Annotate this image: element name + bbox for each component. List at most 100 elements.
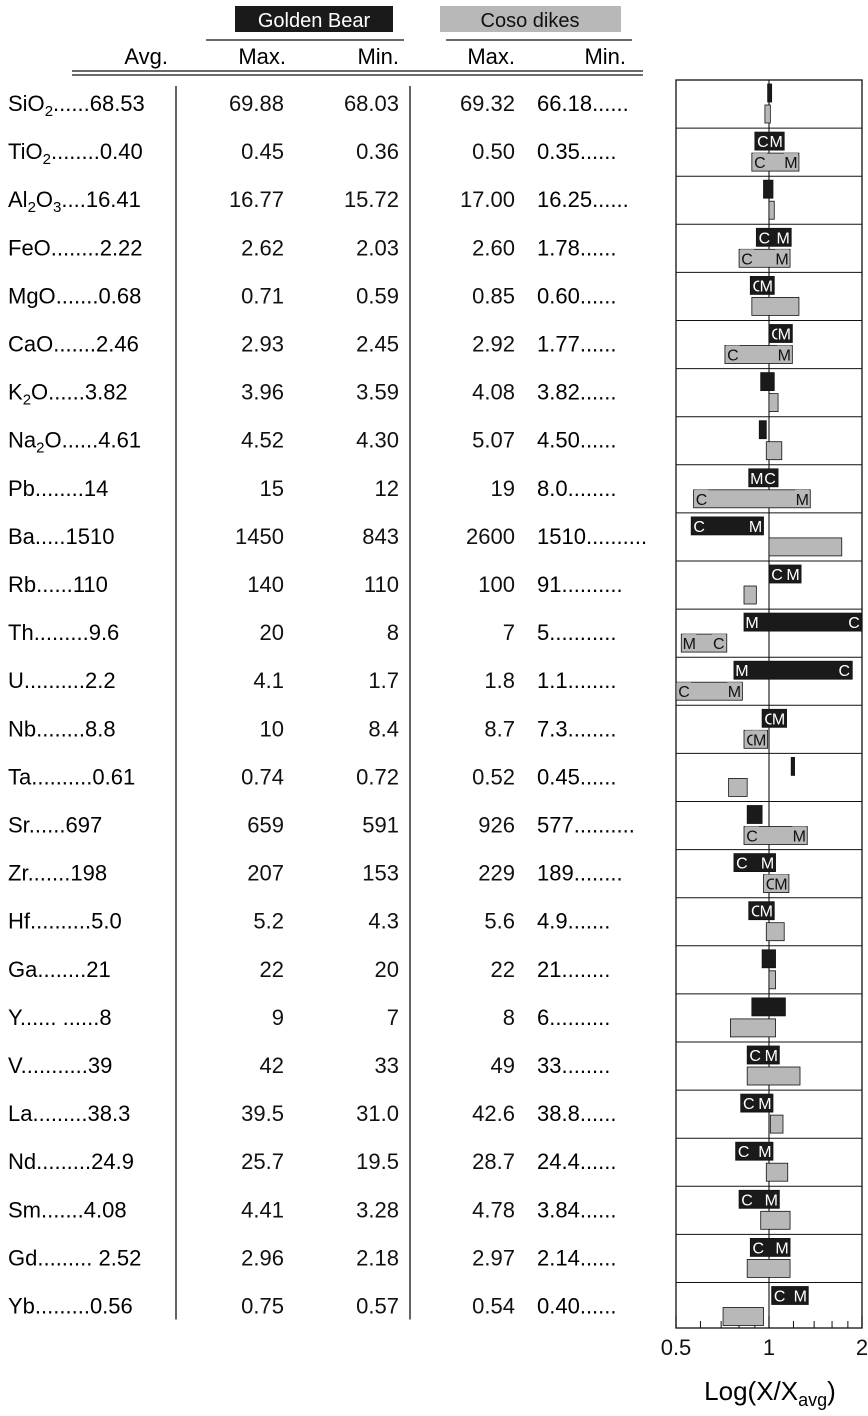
golden-bear-min-value: 4.3 [368,909,399,934]
leader-dots: .......... [549,1005,610,1030]
element-name-tail: O [31,380,48,405]
bar-marker-bg [682,634,697,652]
bar-marker-c: C [771,567,783,584]
bar-marker-m: M [793,829,806,846]
element-name: Ba [8,524,36,549]
coso-dikes-bar [675,681,743,701]
leader-dots: ...... [580,332,617,357]
avg-value: 14 [84,476,108,501]
leader-dots: ...... [580,283,617,308]
golden-bear-min-value: 2.03 [356,235,399,260]
row-label: Na2O......4.61 [8,428,141,457]
table-row: Ga........21 22 20 22 21........ [8,957,610,982]
leader-dots: ........ [36,716,85,741]
bar-marker-c: C [741,1192,753,1209]
bar-marker-m: M [770,134,783,151]
leader-dots: ...... [62,428,99,453]
bar-marker-c: C [766,877,778,894]
bar-marker-m: M [760,278,773,295]
leader-dots: ...... [580,764,617,789]
bar-marker-m: M [745,615,758,632]
bar-marker-c: C [736,856,748,873]
bar-marker-bg [772,1286,787,1304]
golden-bear-min-value: 31.0 [356,1101,399,1126]
bar-marker-m: M [772,711,785,728]
coso-min-cell: 577.......... [537,813,635,838]
bar-marker-m: M [778,348,791,365]
leader-dots: ......... [36,1149,91,1174]
golden-bear-max-value: 0.71 [241,283,284,308]
element-name: Sm [8,1197,41,1222]
table-row: Ba.....1510 1450 843 2600 1510.......... [8,524,647,549]
element-subscript: 2 [43,151,51,168]
coso-min-cell: 8.0........ [537,476,617,501]
bar-marker-c: C [759,230,771,247]
bar-marker-bg [757,228,772,246]
golden-bear-header: Golden Bear [258,10,371,32]
bar-marker-c: C [754,155,766,172]
golden-bear-max-value: 4.41 [241,1197,284,1222]
leader-dots: ....... [41,1197,84,1222]
coso-min-value: 1510 [537,524,586,549]
bar-marker-bg [736,1142,751,1160]
leader-dots: ........ [568,476,617,501]
bar-marker-c: C [693,519,705,536]
golden-bear-max-value: 9 [272,1005,284,1030]
golden-bear-max-value: 140 [247,572,284,597]
row-label: MgO.......0.68 [8,283,141,308]
golden-bear-min-value: 591 [362,813,399,838]
element-subscript: 2 [36,440,44,457]
golden-bear-min-value: 8.4 [368,716,399,741]
coso-dikes-header: Coso dikes [481,10,580,32]
leader-dots: ........ [574,861,623,886]
row-label: Pb........14 [8,476,108,501]
golden-bear-max-value: 15 [260,476,284,501]
element-name-tail: O [44,428,61,453]
golden-bear-max-value: 0.75 [241,1294,284,1319]
leader-dots: ........ [561,957,610,982]
element-name: K [8,380,23,405]
coso-min-value: 189 [537,861,574,886]
coso-min-value: 1.1 [537,668,568,693]
coso-min-cell: 21........ [537,957,610,982]
golden-bear-header-box [235,6,393,32]
bar-marker-bg [770,565,784,582]
avg-value: 5.0 [91,909,122,934]
golden-bear-min-value: 0.36 [356,139,399,164]
row-label: V...........39 [8,1053,112,1078]
leader-dots: ...... [580,380,617,405]
bar-marker-m: M [796,492,809,509]
leader-dots: .......... [561,572,622,597]
table-row: Sm.......4.08 4.41 3.28 4.78 3.84...... [8,1197,617,1222]
coso-min-cell: 1.1........ [537,668,617,693]
leader-dots: ...... [580,1101,617,1126]
table-header: Golden Bear Coso dikes Avg. Max. Min. Ma… [72,6,643,76]
coso-max-value: 2.97 [472,1245,515,1270]
bar-marker-c: C [753,278,765,295]
row-label: CaO.......2.46 [8,332,139,357]
coso-max-value: 4.78 [472,1197,515,1222]
leader-dots: ...... [580,1294,617,1319]
coso-max-value: 5.6 [484,909,515,934]
avg-value: 16.41 [86,187,141,212]
leader-dots: ....... [53,332,96,357]
table-row: Ta..........0.61 0.74 0.72 0.52 0.45...... [8,764,617,789]
bar-marker-c: C [727,348,739,365]
avg-value: 0.68 [98,283,141,308]
golden-bear-min-value: 20 [375,957,399,982]
row-label: Ba.....1510 [8,524,114,549]
element-name: Hf [8,909,31,934]
bar-marker-bg [773,874,788,892]
coso-dikes-bar [765,922,785,942]
golden-bear-max-value: 2.62 [241,235,284,260]
row-label: Nd.........24.9 [8,1149,134,1174]
golden-bear-min-value: 2.45 [356,332,399,357]
leader-dots: ......... [34,620,89,645]
golden-bear-bar [790,757,795,776]
bar-marker-bg [734,853,749,871]
row-label: K2O......3.82 [8,380,128,409]
golden-bear-bar [761,949,776,969]
golden-bear-max-value: 25.7 [241,1149,284,1174]
coso-min-cell: 1.77...... [537,332,617,357]
